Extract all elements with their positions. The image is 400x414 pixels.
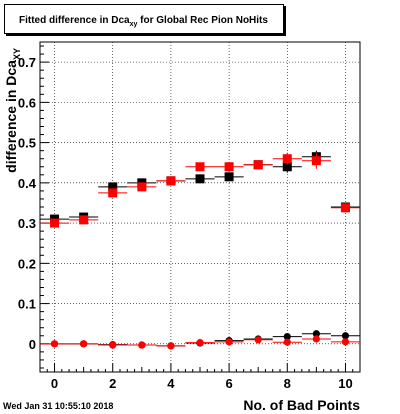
chart-title: Fitted difference in Dcaxy for Global Re…: [19, 15, 268, 28]
data-point-square: [311, 156, 321, 166]
x-tick-label: 2: [109, 376, 116, 391]
title-subscript: xy: [129, 21, 138, 28]
x-tick-label: 8: [284, 376, 291, 391]
y-tick-label: 0.4: [18, 176, 37, 191]
data-point-circle: [225, 338, 233, 346]
y-tick-label: 0.5: [18, 136, 36, 151]
data-point-circle: [341, 332, 350, 340]
plot-frame: [39, 41, 361, 373]
data-point-square: [224, 162, 234, 172]
y-tick-label: 0.6: [18, 95, 36, 110]
data-point-square: [166, 176, 176, 186]
data-point-circle: [283, 338, 291, 346]
data-point-square: [50, 218, 60, 228]
y-tick-label: 0.3: [18, 216, 36, 231]
y-tick-label: 0.7: [18, 55, 36, 70]
data-point-circle: [283, 332, 291, 341]
data-point-square: [79, 215, 89, 225]
data-point-circle: [80, 340, 88, 348]
y-tick-label: 0.1: [18, 297, 36, 312]
title-suffix: for Global Rec Pion NoHits: [137, 15, 268, 26]
data-point-circle: [196, 339, 204, 347]
x-tick-label: 6: [225, 376, 232, 391]
data-point-circle: [341, 338, 350, 346]
y-tick-label: 0.2: [18, 256, 36, 271]
data-point-circle: [312, 335, 320, 343]
x-tick-label: 4: [167, 376, 175, 391]
data-point-square: [224, 172, 234, 182]
title-main: Fitted difference in Dca: [19, 15, 130, 26]
data-point-square: [282, 154, 292, 164]
y-axis-title: difference in DcaXY: [3, 48, 22, 173]
data-point-circle: [50, 340, 59, 348]
data-point-square: [195, 162, 205, 172]
data-point-circle: [109, 341, 117, 349]
data-point-square: [108, 188, 118, 198]
datestamp: Wed Jan 31 10:55:10 2018: [3, 401, 114, 411]
data-point-square: [108, 182, 118, 192]
x-tick-label: 0: [51, 376, 58, 391]
data-point-square: [137, 182, 147, 192]
title-box: Fitted difference in Dcaxy for Global Re…: [4, 4, 284, 34]
data-point-circle: [254, 336, 262, 344]
data-point-square: [253, 160, 263, 170]
data-point-circle: [312, 330, 320, 338]
x-tick-label: 10: [338, 376, 352, 391]
data-point-circle: [138, 341, 146, 349]
data-point-circle: [167, 342, 175, 350]
data-point-square: [282, 162, 292, 172]
data-point-square: [195, 174, 205, 184]
data-point-square: [340, 203, 350, 213]
x-axis-title: No. of Bad Points: [243, 397, 360, 413]
y-tick-label: 0: [29, 337, 36, 352]
